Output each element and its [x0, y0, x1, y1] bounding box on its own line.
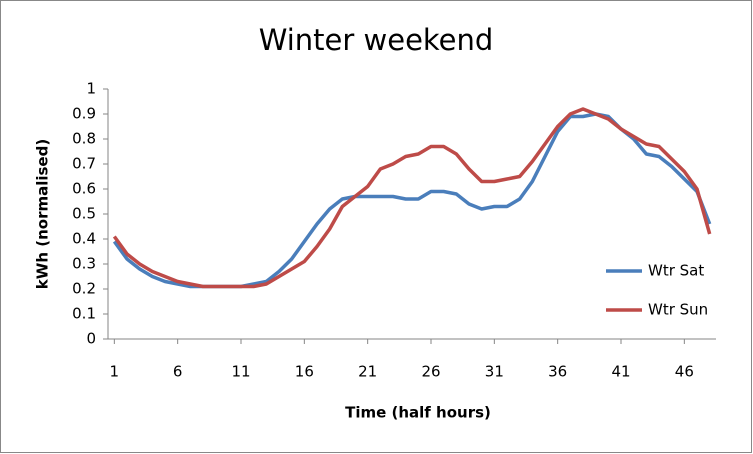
- x-tick-label: 31: [485, 363, 504, 381]
- y-tick-label: 0.9: [72, 105, 96, 123]
- x-tick-label: 11: [231, 363, 250, 381]
- chart-title: Winter weekend: [259, 23, 494, 57]
- y-tick-label: 1: [86, 80, 96, 98]
- y-tick-label: 0.8: [72, 130, 96, 148]
- x-tick-label: 46: [675, 363, 694, 381]
- x-tick-label: 6: [173, 363, 183, 381]
- y-tick-label: 0.7: [72, 155, 96, 173]
- y-tick-label: 0.3: [72, 255, 96, 273]
- y-tick-label: 0.1: [72, 305, 96, 323]
- x-tick-label: 1: [110, 363, 120, 381]
- x-tick-label: 16: [295, 363, 314, 381]
- y-tick-label: 0: [86, 330, 96, 348]
- x-tick-label: 41: [611, 363, 630, 381]
- y-axis-label: kWh (normalised): [34, 139, 52, 289]
- x-tick-label: 21: [358, 363, 377, 381]
- legend-label: Wtr Sun: [648, 301, 708, 319]
- x-tick-label: 26: [421, 363, 440, 381]
- x-axis-label: Time (half hours): [345, 404, 491, 422]
- y-tick-label: 0.2: [72, 280, 96, 298]
- x-tick-label: 36: [548, 363, 567, 381]
- y-tick-label: 0.5: [72, 205, 96, 223]
- series-line: [112, 107, 712, 289]
- y-tick-label: 0.4: [72, 230, 96, 248]
- legend-label: Wtr Sat: [648, 262, 704, 280]
- y-tick-label: 0.6: [72, 180, 96, 198]
